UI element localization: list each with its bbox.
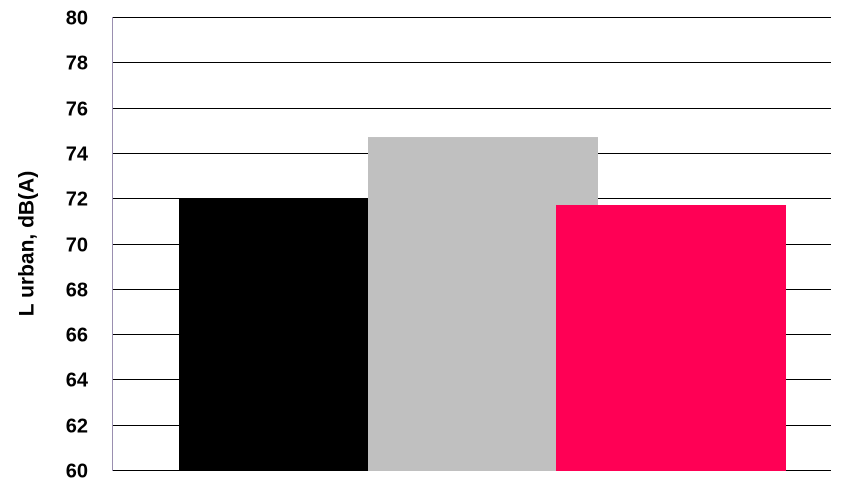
y-tick-label: 60 [66,461,88,481]
bars [179,137,786,472]
y-tick-label: 76 [66,99,88,121]
bar [556,204,786,471]
y-tick-label: 64 [66,370,89,392]
y-tick-label: 66 [66,325,88,347]
bar [179,198,368,471]
y-axis-tick-labels: 60 62 64 66 68 70 72 74 76 78 80 [66,8,89,481]
y-tick-label: 72 [66,189,88,211]
y-tick-label: 80 [66,8,88,30]
y-tick-label: 70 [66,235,88,257]
y-axis-title: L urban, dB(A) [16,171,39,316]
y-tick-label: 74 [66,144,89,166]
y-tick-label: 68 [66,280,88,302]
y-tick-label: 78 [66,53,88,75]
y-tick-label: 62 [66,416,88,438]
